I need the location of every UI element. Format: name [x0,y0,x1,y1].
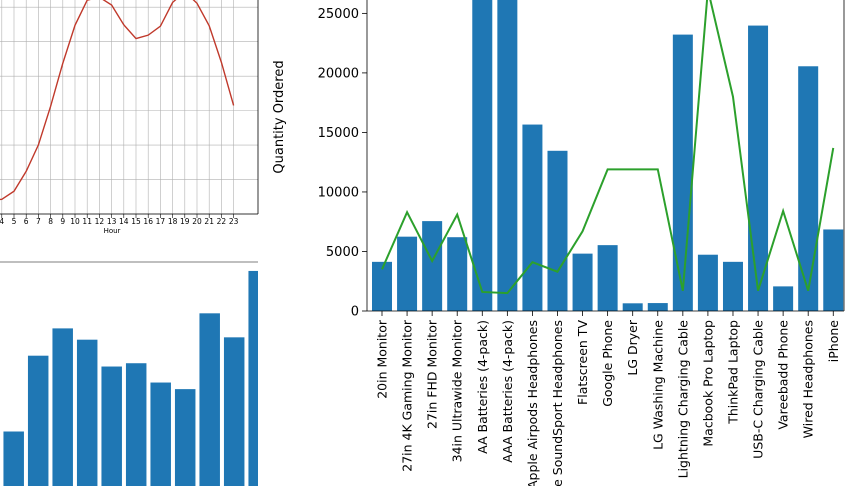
hourly-gridlines [0,0,258,215]
monthly-bar-10 [199,313,220,486]
product-bar-8 [572,253,593,311]
product-bar-3 [447,237,468,311]
product-bar-12 [672,34,693,311]
hourly-x-ticks: 4 5 6 7 8 9 10 11 12 13 14 15 16 17 18 19 20 21 22 23 [0,214,239,226]
hourly-tick-label-18: 18 [168,217,178,226]
product-bar-10 [622,303,643,311]
hourly-tick-label-12: 12 [95,217,105,226]
product-bar-18 [823,229,844,311]
product-y-tick-label-2: 10000 [318,185,359,200]
product-y-axis-label: Quantity Ordered [272,60,287,173]
monthly-bar-8 [150,382,171,486]
product-y-tick-label-0: 0 [351,305,359,320]
monthly-bar-2 [3,431,24,486]
monthly-bar-9 [174,389,196,486]
hourly-tick-label-7: 7 [36,217,41,226]
hourly-tick-label-8: 8 [48,217,53,226]
product-bar-14 [722,261,743,311]
product-x-tick-label-10: LG Dryer [625,319,640,375]
hourly-tick-label-4: 4 [0,217,4,226]
hourly-tick-label-6: 6 [24,217,29,226]
product-quantity-chart: 0 5000 10000 15000 20000 25000 20in Monitor 27… [272,0,845,486]
product-x-tick-label-14: ThinkPad Laptop [725,320,740,425]
product-bar-4 [472,0,493,311]
monthly-bar-11 [223,337,245,486]
hourly-series-line [0,0,235,201]
product-x-tick-label-7: Bose SoundSport Headphones [550,320,565,486]
hourly-tick-label-17: 17 [156,217,166,226]
product-bar-11 [647,303,668,311]
product-x-tick-label-4: AA Batteries (4-pack) [475,320,490,454]
product-x-tick-label-8: Flatscreen TV [575,320,590,405]
hourly-tick-label-23: 23 [229,217,239,226]
product-bar-1 [397,236,418,311]
product-x-tick-label-18: iPhone [826,320,841,363]
monthly-bar-3 [27,355,49,486]
product-bar-17 [798,66,819,311]
product-y-ticks: 0 5000 10000 15000 20000 25000 [318,7,367,320]
product-bar-16 [773,286,794,311]
hourly-tick-label-10: 10 [70,217,80,226]
product-bar-15 [748,25,769,311]
monthly-bar-chart [0,261,258,486]
product-x-tick-label-6: Apple Airpods Headphones [525,320,540,486]
product-bars [372,0,844,311]
product-y-tick-label-5: 25000 [318,7,359,22]
product-x-ticks: 20in Monitor 27in 4K Gaming Monitor 27in F… [375,311,841,486]
product-x-tick-label-11: LG Washing Machine [650,320,665,450]
product-x-tick-label-13: Macbook Pro Laptop [700,320,715,447]
product-x-tick-label-15: USB-C Charging Cable [751,320,766,459]
hourly-tick-label-15: 15 [131,217,141,226]
product-x-tick-label-16: Vareebadd Phone [776,320,791,430]
product-x-tick-label-9: Google Phone [600,320,615,407]
product-y-tick-label-4: 20000 [318,66,359,81]
monthly-bar-4 [52,328,73,486]
product-bar-13 [697,254,718,311]
product-x-tick-label-3: 34in Ultrawide Monitor [450,319,465,462]
product-bar-9 [597,245,618,311]
product-x-tick-label-17: Wired Headphones [801,320,816,438]
hourly-tick-label-13: 13 [107,217,117,226]
monthly-bar-6 [101,366,122,486]
product-y-tick-label-1: 5000 [326,245,359,260]
product-bar-7 [547,150,568,311]
hourly-tick-label-20: 20 [192,217,202,226]
product-x-tick-label-12: Lightning Charging Cable [675,320,690,479]
hourly-tick-label-21: 21 [204,217,214,226]
product-bar-2 [422,221,443,311]
monthly-bars [3,270,258,486]
product-bar-5 [497,0,518,311]
hourly-line-chart: 4 5 6 7 8 9 10 11 12 13 14 15 16 17 18 19 20 21 22 23 Hour [0,0,259,235]
hourly-x-axis-label: Hour [104,227,121,235]
hourly-tick-label-11: 11 [82,217,92,226]
monthly-bar-12 [248,270,258,486]
hourly-tick-label-14: 14 [119,217,129,226]
monthly-bar-5 [76,339,98,486]
product-y-tick-label-3: 15000 [318,126,359,141]
product-bar-6 [522,124,543,311]
hourly-tick-label-5: 5 [12,217,17,226]
hourly-tick-label-16: 16 [143,217,153,226]
product-x-tick-label-5: AAA Batteries (4-pack) [500,320,515,463]
hourly-tick-label-19: 19 [180,217,190,226]
product-x-tick-label-1: 27in 4K Gaming Monitor [400,319,415,472]
product-x-tick-label-2: 27in FHD Monitor [425,319,440,429]
product-overlay-line [381,0,835,295]
hourly-tick-label-9: 9 [60,217,65,226]
monthly-bar-7 [125,363,147,486]
hourly-tick-label-22: 22 [217,217,227,226]
product-bar-0 [372,261,392,311]
product-x-tick-label-0: 20in Monitor [375,319,390,399]
